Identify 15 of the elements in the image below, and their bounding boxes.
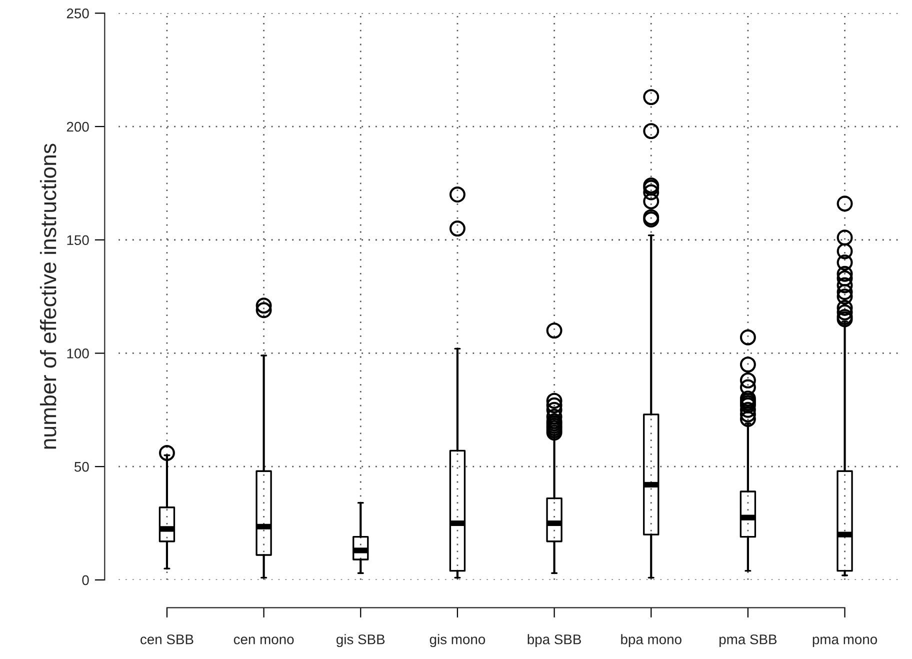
x-tick-label: pma mono: [812, 636, 878, 648]
x-tick-label: gis SBB: [336, 634, 385, 648]
y-axis-title: number of effective instructions: [40, 144, 56, 449]
y-tick-label: 0: [82, 575, 89, 586]
y-tick-label: 100: [67, 348, 89, 358]
x-tick-label: bpa mono: [621, 634, 682, 648]
x-tick-label: gis mono: [430, 634, 486, 648]
y-tick-label: 50: [74, 462, 89, 472]
x-tick-label: bpa SBB: [528, 634, 581, 648]
y-tick-label: 250: [66, 8, 89, 18]
x-tick-label: cen SBB: [140, 634, 194, 644]
y-tick-label: 150: [67, 235, 89, 246]
x-tick-label: pma SBB: [720, 634, 777, 648]
y-tick-label: 200: [66, 122, 89, 132]
x-tick-label: cen mono: [234, 636, 294, 644]
